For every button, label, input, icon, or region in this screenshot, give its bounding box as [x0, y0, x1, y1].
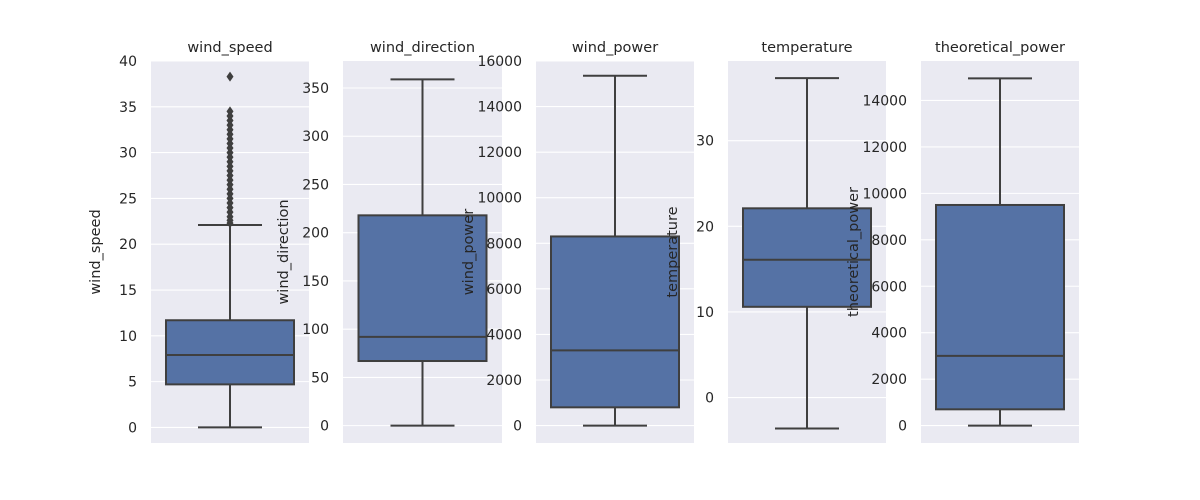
y-tick-label: 4000 [871, 326, 907, 342]
panel-title: wind_speed [187, 40, 272, 56]
y-axis-label: wind_speed [88, 209, 104, 294]
y-tick-label: 8000 [486, 236, 522, 252]
y-tick-label: 30 [119, 146, 137, 162]
y-axis-label: temperature [665, 206, 681, 297]
y-tick-label: 10 [119, 329, 137, 345]
y-tick-label: 30 [696, 134, 714, 150]
panel-title: wind_direction [370, 40, 475, 56]
panel-title: temperature [761, 40, 852, 56]
y-tick-label: 0 [898, 419, 907, 435]
y-tick-label: 0 [128, 420, 137, 436]
y-tick-label: 2000 [871, 372, 907, 388]
y-tick-label: 0 [513, 419, 522, 435]
iqr-box [742, 207, 872, 308]
y-axis-label: wind_direction [276, 199, 292, 304]
outlier-point [226, 106, 234, 117]
y-tick-label: 200 [302, 226, 329, 242]
y-tick-label: 100 [302, 322, 329, 338]
y-tick-label: 15 [119, 283, 137, 299]
y-tick-label: 40 [119, 54, 137, 70]
y-tick-label: 14000 [477, 100, 522, 116]
iqr-box [550, 235, 680, 409]
y-tick-label: 35 [119, 100, 137, 116]
panel-title: wind_power [572, 40, 658, 56]
y-tick-label: 350 [302, 81, 329, 97]
y-tick-label: 8000 [871, 233, 907, 249]
iqr-box [165, 319, 295, 386]
y-tick-label: 50 [311, 370, 329, 386]
panel-title: theoretical_power [935, 40, 1065, 56]
panel-wind-power: 0 2000 4000 6000 8000 10000 12000 14000 16000 win… [461, 40, 694, 443]
y-tick-label: 0 [320, 419, 329, 435]
panel-wind-speed: 0 5 10 15 20 25 30 35 40 wind_speed wind_speed [88, 40, 309, 443]
y-tick-label: 6000 [871, 279, 907, 295]
y-tick-label: 14000 [862, 93, 907, 109]
outlier-point [226, 71, 234, 82]
y-tick-label: 12000 [862, 140, 907, 156]
y-tick-label: 10 [696, 305, 714, 321]
y-tick-label: 25 [119, 191, 137, 207]
panel-wind-direction: 0 50 100 150 200 250 300 350 wind_direction wind_… [276, 40, 502, 443]
y-tick-label: 10000 [477, 191, 522, 207]
y-tick-label: 6000 [486, 282, 522, 298]
y-tick-label: 5 [128, 375, 137, 391]
y-tick-label: 300 [302, 129, 329, 145]
y-tick-label: 16000 [477, 54, 522, 70]
y-axis-label: wind_power [461, 209, 477, 295]
y-tick-label: 20 [696, 219, 714, 235]
y-tick-label: 2000 [486, 373, 522, 389]
y-axis-label: theoretical_power [846, 187, 862, 317]
y-tick-label: 250 [302, 177, 329, 193]
y-tick-label: 150 [302, 274, 329, 290]
panel-temperature: 0 10 20 30 temperature temperature [665, 40, 886, 443]
iqr-box [935, 203, 1065, 411]
y-tick-label: 20 [119, 237, 137, 253]
y-tick-label: 0 [705, 391, 714, 407]
y-tick-label: 12000 [477, 145, 522, 161]
y-tick-label: 10000 [862, 186, 907, 202]
panel-theoretical-power: 0 2000 4000 6000 8000 10000 12000 14000 theoreti… [846, 40, 1079, 443]
y-tick-label: 4000 [486, 327, 522, 343]
